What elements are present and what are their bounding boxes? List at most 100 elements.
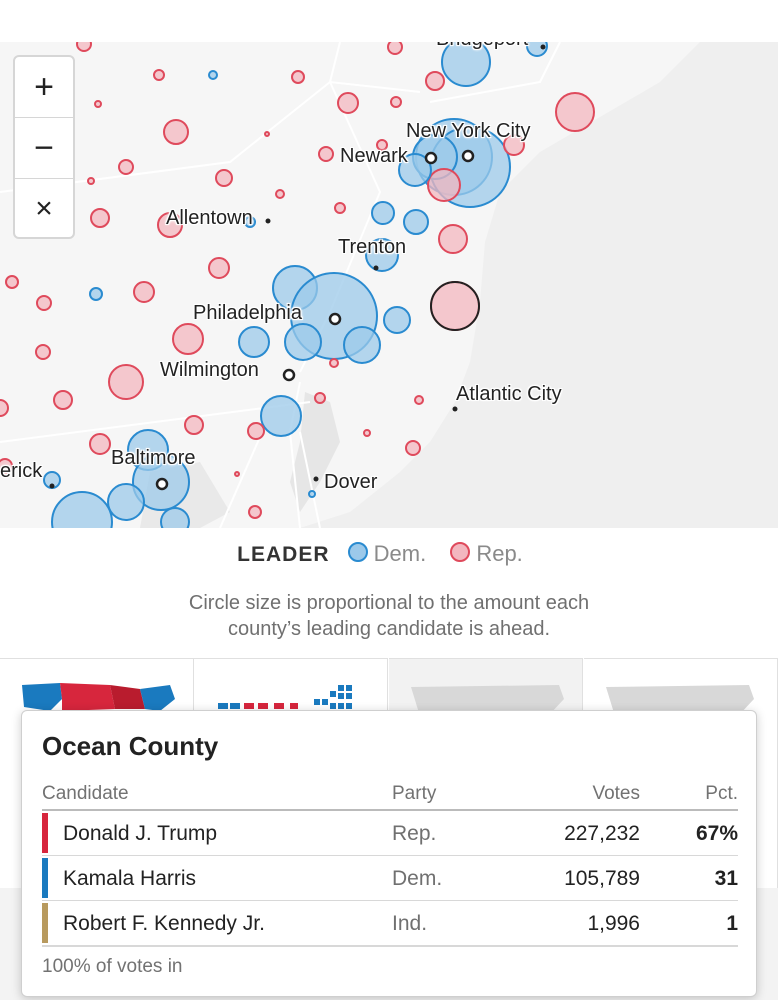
major-city-marker-icon (155, 477, 169, 491)
dem-county-bubble[interactable] (107, 483, 145, 521)
reset-zoom-button[interactable]: × (35, 192, 53, 225)
selected-county-outline (430, 281, 480, 331)
candidate-party: Rep. (392, 822, 437, 845)
rep-county-bubble[interactable] (427, 168, 461, 202)
party-color-bar (42, 858, 48, 898)
dem-county-bubble[interactable] (398, 153, 432, 187)
dem-county-bubble[interactable] (371, 201, 395, 225)
rep-circle-icon (450, 542, 471, 562)
city-dot-icon (540, 44, 546, 50)
city-label-trenton: Trenton (338, 236, 407, 258)
rep-county-bubble[interactable] (118, 159, 134, 175)
city-label-new-york-city: New York City (406, 120, 531, 142)
dem-county-bubble[interactable] (441, 42, 491, 87)
rep-county-bubble[interactable] (503, 134, 525, 156)
legend-rep-label: Rep. (476, 541, 523, 566)
zoom-out-button[interactable]: − (15, 118, 73, 179)
rep-county-bubble[interactable] (425, 71, 445, 91)
rep-county-bubble[interactable] (76, 42, 92, 52)
major-city-marker-icon (328, 312, 342, 326)
rep-county-bubble[interactable] (363, 429, 371, 437)
county-results-tooltip: Ocean County Candidate Party Votes Pct. … (21, 710, 757, 997)
candidate-votes: 227,232 (564, 822, 640, 845)
legend-dem-label: Dem. (373, 541, 427, 566)
dem-county-bubble[interactable] (208, 70, 218, 80)
rep-county-bubble[interactable] (314, 392, 326, 404)
rep-county-bubble[interactable] (387, 42, 403, 55)
rep-county-bubble[interactable] (87, 177, 95, 185)
note-line-1: Circle size is proportional to the amoun… (188, 592, 590, 614)
zoom-in-button[interactable]: + (15, 57, 73, 118)
bay-water (290, 392, 340, 512)
rep-county-bubble[interactable] (5, 275, 19, 289)
rep-county-bubble[interactable] (163, 119, 189, 145)
rep-county-bubble[interactable] (275, 189, 285, 199)
rep-county-bubble[interactable] (0, 458, 13, 474)
city-label-baltimore: Baltimore (111, 447, 196, 469)
rep-county-bubble[interactable] (89, 433, 111, 455)
rep-county-bubble[interactable] (247, 422, 265, 440)
reporting-status: 100% of votes in (42, 956, 183, 977)
rep-county-bubble[interactable] (555, 92, 595, 132)
major-city-marker-icon (282, 368, 296, 382)
dem-county-bubble[interactable] (343, 326, 381, 364)
dem-county-bubble[interactable] (260, 395, 302, 437)
rep-county-bubble[interactable] (414, 395, 424, 405)
rep-county-bubble[interactable] (157, 212, 183, 238)
dem-county-bubble[interactable] (403, 209, 429, 235)
rep-county-bubble[interactable] (337, 92, 359, 114)
dem-county-bubble[interactable] (238, 326, 270, 358)
dem-county-bubble[interactable] (244, 216, 256, 228)
dem-county-bubble[interactable] (89, 287, 103, 301)
dem-county-bubble[interactable] (383, 306, 411, 334)
rep-county-bubble[interactable] (438, 224, 468, 254)
rep-county-bubble[interactable] (376, 139, 388, 151)
rep-county-bubble[interactable] (108, 364, 144, 400)
rep-county-bubble[interactable] (133, 281, 155, 303)
rep-county-bubble[interactable] (390, 96, 402, 108)
city-label-bridgeport: Bridgeport (436, 42, 528, 51)
header-candidate: Candidate (42, 783, 129, 804)
major-city-marker-icon (461, 149, 475, 163)
rep-county-bubble[interactable] (234, 471, 240, 477)
candidate-pct: 31 (714, 867, 738, 890)
rep-county-bubble[interactable] (90, 208, 110, 228)
rep-county-bubble[interactable] (405, 440, 421, 456)
rep-county-bubble[interactable] (53, 390, 73, 410)
rep-county-bubble[interactable] (215, 169, 233, 187)
rep-county-bubble[interactable] (35, 344, 51, 360)
candidate-name: Kamala Harris (63, 867, 197, 890)
dem-county-bubble[interactable] (51, 491, 113, 528)
rep-county-bubble[interactable] (291, 70, 305, 84)
city-label-dover: Dover (324, 471, 378, 493)
us-map-gray-icon (606, 685, 754, 715)
map-legend: LEADER Dem. Rep. (0, 541, 778, 567)
rep-county-bubble[interactable] (208, 257, 230, 279)
dem-county-bubble[interactable] (308, 490, 316, 498)
rep-county-bubble[interactable] (248, 505, 262, 519)
rep-county-bubble[interactable] (153, 69, 165, 81)
rep-county-bubble[interactable] (318, 146, 334, 162)
dem-county-bubble[interactable] (160, 507, 190, 528)
rep-county-bubble[interactable] (0, 399, 9, 417)
party-color-bar (42, 903, 48, 943)
rep-county-bubble[interactable] (334, 202, 346, 214)
rep-county-bubble[interactable] (329, 358, 339, 368)
dem-county-bubble[interactable] (365, 238, 399, 272)
rep-county-bubble[interactable] (264, 131, 270, 137)
candidate-party: Dem. (392, 867, 443, 890)
party-color-bar (42, 813, 48, 853)
dem-county-bubble[interactable] (284, 323, 322, 361)
rep-county-bubble[interactable] (94, 100, 102, 108)
results-table-header: Candidate Party Votes Pct. (42, 777, 738, 811)
rep-county-bubble[interactable] (36, 295, 52, 311)
county-bubble-map[interactable]: Bridgeport New York City Newark Allentow… (0, 42, 778, 528)
circle-size-note: Circle size is proportional to the amoun… (0, 590, 778, 642)
legend-title: LEADER (237, 543, 330, 566)
city-label-frederick: erick (0, 460, 43, 482)
rep-county-bubble[interactable] (184, 415, 204, 435)
candidate-votes: 1,996 (587, 912, 640, 935)
city-label-philadelphia: Philadelphia (193, 302, 302, 324)
header-pct: Pct. (705, 783, 738, 804)
rep-county-bubble[interactable] (172, 323, 204, 355)
